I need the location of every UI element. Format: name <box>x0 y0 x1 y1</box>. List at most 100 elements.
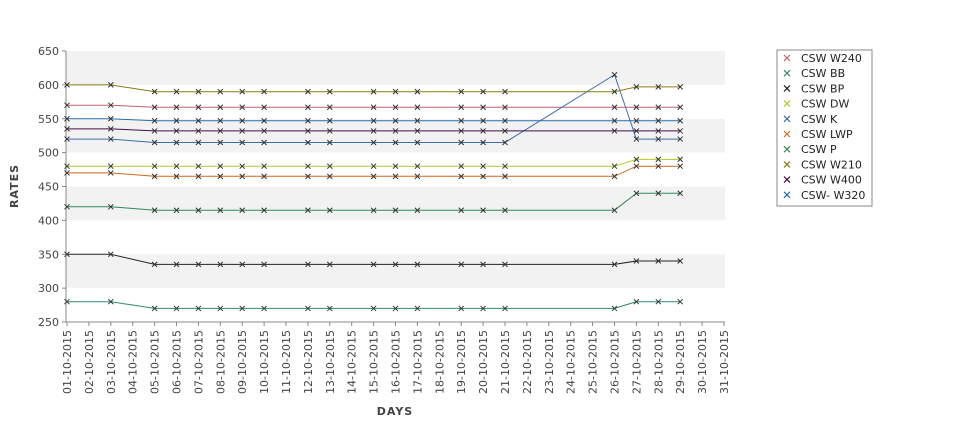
data-point-marker <box>458 173 465 180</box>
x-tick-label: 18-10-2015 <box>433 330 446 394</box>
legend-marker <box>783 145 791 153</box>
data-point-marker <box>480 117 486 124</box>
series-line <box>67 104 681 108</box>
series-line <box>67 128 681 132</box>
data-point-marker <box>107 298 114 305</box>
x-tick-label: 05-10-2015 <box>149 330 162 394</box>
data-point-marker <box>239 163 246 170</box>
data-point-marker <box>480 207 486 214</box>
data-point-marker <box>655 156 662 163</box>
data-point-marker <box>195 207 202 214</box>
data-point-marker <box>64 163 70 170</box>
legend-label: CSW BP <box>801 82 845 95</box>
data-point-marker <box>305 88 311 95</box>
data-point-marker <box>173 128 180 134</box>
series-line <box>67 73 681 143</box>
data-point-marker <box>392 207 399 214</box>
series-line <box>67 118 681 122</box>
x-tick-label: 10-10-2015 <box>258 330 271 394</box>
data-point-marker <box>480 261 486 268</box>
y-axis-title: RATES <box>8 164 21 208</box>
data-point-marker <box>392 305 399 312</box>
data-point-marker <box>195 305 202 312</box>
data-point-marker <box>655 128 662 134</box>
data-point-marker <box>326 261 333 268</box>
data-point-marker <box>633 156 640 163</box>
x-tick-label: 03-10-2015 <box>105 330 118 394</box>
data-point-marker <box>370 128 377 134</box>
data-point-marker <box>502 88 508 95</box>
x-tick-label: 11-10-2015 <box>280 330 293 394</box>
data-point-marker <box>239 139 246 146</box>
legend-item: CSW W400 <box>783 174 862 187</box>
data-point-marker <box>64 115 70 122</box>
legend-label: CSW BB <box>801 67 845 80</box>
legend-marker <box>783 176 791 184</box>
data-point-marker <box>480 88 486 95</box>
x-tick-label: 27-10-2015 <box>630 330 643 394</box>
series-line <box>67 158 681 167</box>
series <box>64 126 684 134</box>
data-point-marker <box>261 261 267 268</box>
data-point-marker <box>677 156 684 163</box>
data-point-marker <box>414 207 421 214</box>
data-point-marker <box>677 84 684 90</box>
data-point-marker <box>239 173 246 180</box>
data-point-marker <box>611 88 618 95</box>
grid-band <box>66 84 725 119</box>
grid-band <box>66 220 725 255</box>
legend-item: CSW BB <box>783 67 845 80</box>
data-point-marker <box>173 88 180 95</box>
data-point-marker <box>326 173 333 180</box>
data-point-marker <box>458 207 465 214</box>
data-point-marker <box>217 139 224 146</box>
data-point-marker <box>480 173 486 180</box>
data-point-marker <box>64 136 70 142</box>
data-point-marker <box>64 170 70 176</box>
data-point-marker <box>107 170 114 176</box>
data-point-marker <box>392 104 399 111</box>
legend-item: CSW W210 <box>783 158 862 171</box>
data-point-marker <box>151 88 158 95</box>
legend-label: CSW P <box>801 143 837 156</box>
data-point-marker <box>392 139 399 146</box>
y-tick-label: 500 <box>38 147 59 160</box>
data-point-marker <box>370 163 377 170</box>
series-line <box>67 192 681 211</box>
data-point-marker <box>195 139 202 146</box>
data-point-marker <box>458 163 465 170</box>
data-point-marker <box>633 136 640 142</box>
data-point-marker <box>611 163 618 170</box>
data-point-marker <box>261 173 267 180</box>
x-tick-label: 23-10-2015 <box>543 330 556 394</box>
data-point-marker <box>502 207 508 214</box>
data-point-marker <box>151 305 158 312</box>
grid-band <box>66 118 725 153</box>
data-point-marker <box>458 128 465 134</box>
x-tick-label: 21-10-2015 <box>499 330 512 394</box>
data-point-marker <box>611 128 618 134</box>
data-point-marker <box>173 305 180 312</box>
x-tick-label: 04-10-2015 <box>127 330 140 394</box>
data-point-marker <box>107 115 114 122</box>
data-point-marker <box>611 261 618 268</box>
data-point-marker <box>217 207 224 214</box>
data-point-marker <box>261 117 267 124</box>
x-tick-label: 09-10-2015 <box>236 330 249 394</box>
data-point-marker <box>261 305 267 312</box>
data-point-marker <box>217 128 224 134</box>
legend-item: CSW DW <box>783 98 850 111</box>
data-point-marker <box>370 117 377 124</box>
data-point-marker <box>217 261 224 268</box>
data-point-marker <box>326 117 333 124</box>
data-point-marker <box>370 139 377 146</box>
data-point-marker <box>173 173 180 180</box>
grid-band <box>66 186 725 221</box>
data-point-marker <box>305 305 311 312</box>
legend-marker <box>783 160 791 168</box>
data-point-marker <box>502 173 508 180</box>
legend-label: CSW DW <box>801 98 850 111</box>
x-tick-label: 01-10-2015 <box>61 330 74 394</box>
data-point-marker <box>458 261 465 268</box>
data-point-marker <box>64 203 70 210</box>
